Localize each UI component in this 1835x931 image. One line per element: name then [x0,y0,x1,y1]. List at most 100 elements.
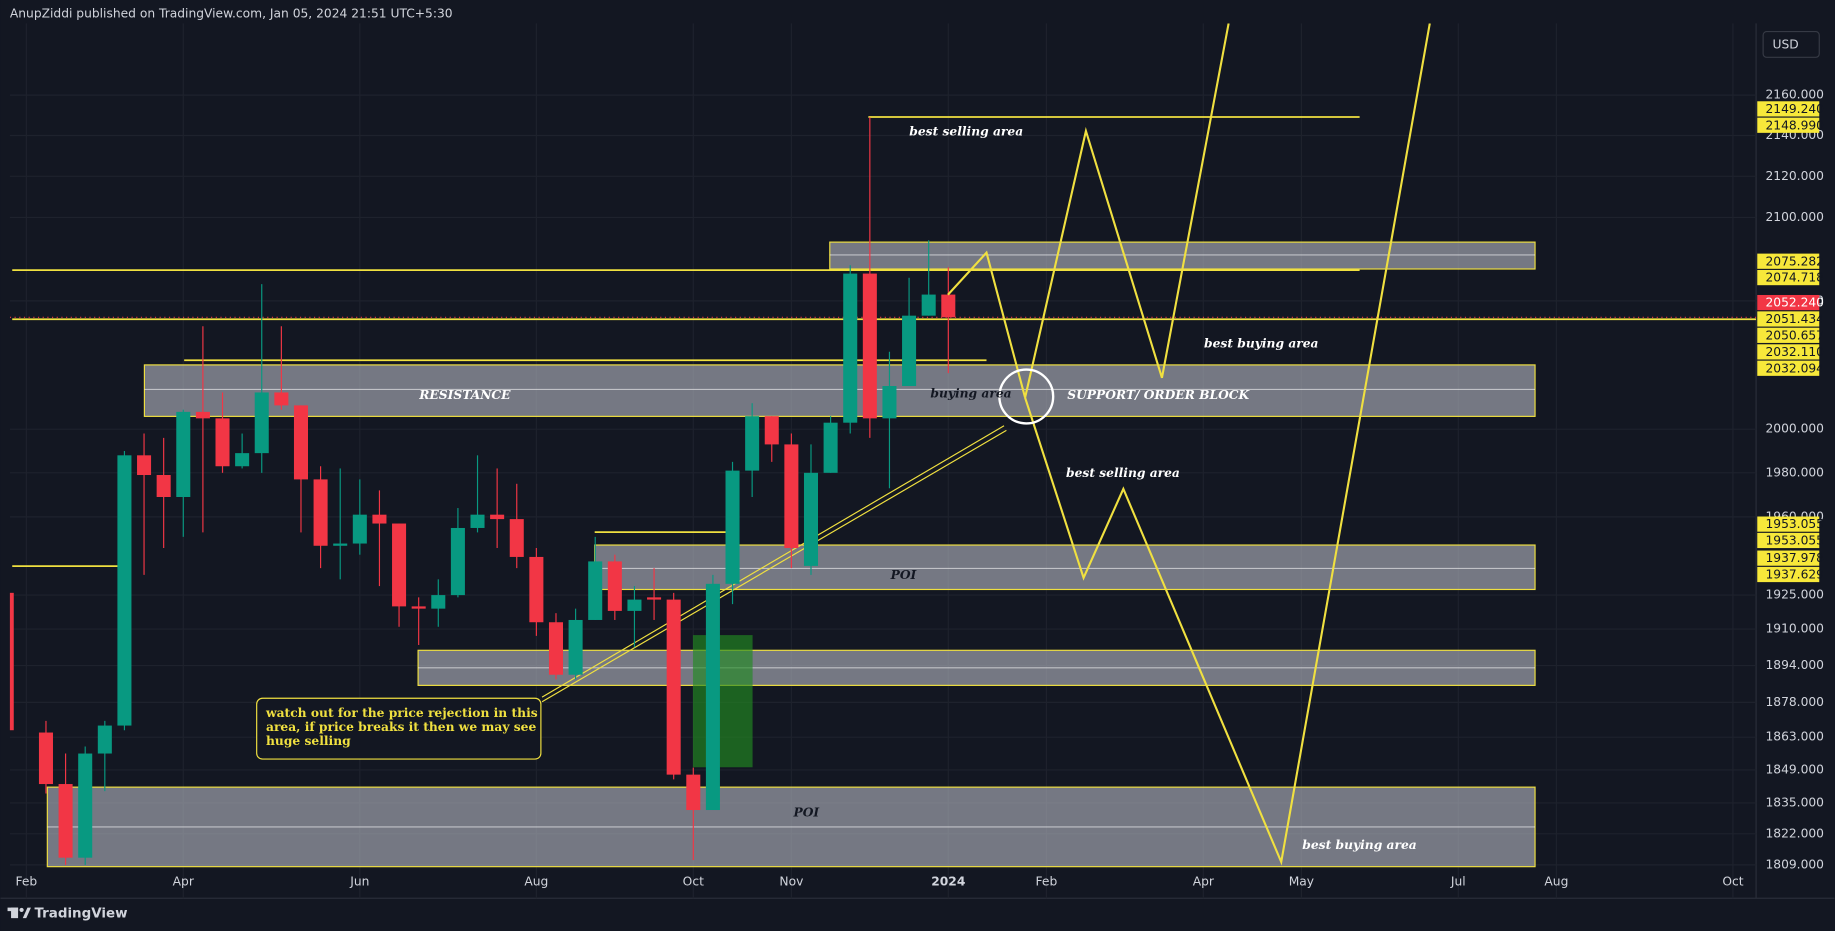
candle-body [666,599,681,775]
price-label: 2032.110 [1765,345,1824,359]
price-label: 1937.978 [1765,551,1824,565]
candle-body [411,606,426,609]
y-tick-label: 1809.000 [1765,857,1824,871]
annotation: best buying area [1302,837,1416,852]
candle-body [313,479,328,546]
trend-line [541,425,1005,698]
candle-body [902,315,917,387]
candle-body [450,527,465,596]
y-tick-label: 1849.000 [1765,762,1824,776]
annotation: POI [793,804,821,819]
zone [594,544,1536,591]
x-tick-label: 2024 [931,874,965,888]
candle-body [843,273,858,423]
candle-body [882,386,897,419]
candle-body [78,753,93,858]
candle-body [705,583,720,811]
logo-mark [22,907,31,919]
candle-body [823,422,838,473]
axes: 2160.0002140.0002120.0002100.0002060.000… [15,88,1824,889]
candle-body [431,595,446,609]
price-label: 2051.434 [1765,312,1824,326]
candle-body [117,455,132,726]
price-label-box [1757,532,1820,549]
trend-line [541,429,1007,703]
candle-body [38,732,53,785]
x-tick-label: Oct [683,874,704,888]
zone [143,364,1536,417]
annotation: POI [890,567,918,582]
y-tick-label: 1835.000 [1765,795,1824,809]
candle-body [588,561,603,620]
price-label-box [1757,327,1820,343]
price-label-box [1757,311,1820,327]
price-label: 2032.094 [1765,361,1824,375]
x-tick-label: Nov [779,874,803,888]
x-tick-label: Jun [349,874,369,888]
price-label-box [1757,117,1820,133]
y-tick-label: 2100.000 [1765,210,1824,224]
candle-body [254,392,269,454]
candle-body [9,592,14,731]
price-label: 1953.055 [1765,517,1824,531]
price-label: 1953.055 [1765,534,1824,548]
candle-body [725,470,740,584]
annotation: buying area [930,386,1011,401]
x-tick-label: Feb [1036,874,1058,888]
price-label-box [1757,269,1820,286]
price-label-box [1757,294,1820,311]
x-tick-label: Apr [173,874,195,888]
y-tick-label: 1863.000 [1765,730,1824,744]
annotation: best buying area [1204,335,1318,350]
candle-body [293,405,308,480]
y-tick-label: 1910.000 [1765,622,1824,636]
candle-body [627,599,642,611]
candle-body [235,453,250,467]
candle-body [647,597,662,600]
candle-body [156,475,171,497]
logo-text: TradingView [34,906,127,921]
candle-body [764,416,779,445]
logo-mark [19,907,24,913]
callout-text: area, if price breaks it then we may see [266,719,536,734]
candle-body [97,725,112,754]
candle-body [607,561,622,611]
candle-body [58,784,73,858]
candle-body [568,619,583,675]
annotation: RESISTANCE [418,387,511,402]
currency-button[interactable] [1762,30,1820,58]
annotation: best selling area [909,124,1023,139]
callout-text: huge selling [266,733,351,748]
candle-body [392,523,407,607]
candle-body [470,514,485,528]
plot-area: best selling area best buying area RESISTA… [9,23,1757,868]
candle-body [548,622,564,675]
price-label-box [1757,360,1820,376]
annotation: SUPPORT/ ORDER BLOCK [1067,387,1250,402]
price-label: 1937.629 [1765,568,1824,582]
candle-body [333,543,348,546]
price-label-box [1757,101,1820,117]
x-tick-label: Apr [1193,874,1215,888]
y-tick-label: 1822.000 [1765,826,1824,840]
candle-body [372,514,387,524]
candle-body [784,444,799,548]
candle-body [803,472,819,566]
candle-body [941,294,956,318]
x-tick-label: Aug [1544,874,1568,888]
candle-body [686,774,701,811]
callout-text: watch out for the price rejection in thi… [265,705,538,720]
price-label-box [1757,550,1820,566]
x-tick-label: Oct [1722,874,1743,888]
price-label: 2075.282 [1765,254,1824,268]
projection-path [947,23,1230,398]
candle-body [195,411,210,419]
candle-body [745,416,760,471]
y-tick-label: 2120.000 [1765,169,1824,183]
price-label: 2074.718 [1765,271,1824,285]
y-tick-label: 2160.000 [1765,88,1824,102]
candle-body [215,418,230,467]
price-label: 2148.990 [1765,118,1824,132]
price-label-box [1757,344,1820,360]
